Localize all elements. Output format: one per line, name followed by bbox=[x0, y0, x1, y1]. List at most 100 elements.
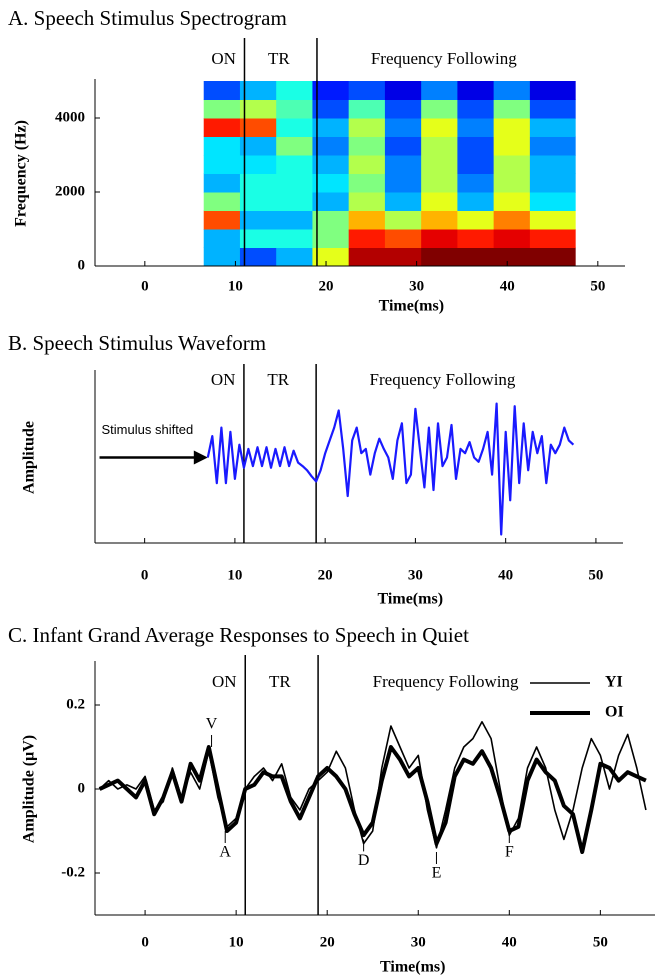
spectrogram-cell bbox=[493, 229, 531, 248]
spectrogram-cell bbox=[529, 192, 576, 211]
y-tick-label: 2000 bbox=[55, 183, 85, 199]
spectrogram-cell bbox=[421, 136, 458, 156]
y-tick-label: 0 bbox=[78, 780, 86, 796]
peak-label: V bbox=[206, 716, 218, 733]
spectrogram-cell bbox=[312, 192, 350, 211]
spectrogram-cell bbox=[348, 229, 386, 248]
spectrogram-cell bbox=[529, 210, 576, 230]
spectrogram-cell bbox=[457, 247, 495, 267]
spectrogram-cell bbox=[529, 118, 576, 137]
spectrogram-cell bbox=[457, 210, 495, 230]
spectrogram-cell bbox=[312, 81, 350, 100]
spectrogram-cell bbox=[203, 210, 241, 230]
spectrogram-cell bbox=[312, 99, 350, 119]
spectrogram-cell bbox=[384, 229, 422, 248]
spectrogram-cell bbox=[384, 81, 422, 100]
spectrogram-cell bbox=[312, 118, 350, 137]
spectrogram-cell bbox=[421, 118, 458, 137]
x-tick-label: 10 bbox=[229, 934, 244, 950]
spectrogram-cell bbox=[384, 155, 422, 174]
spectrogram-cell bbox=[276, 210, 313, 230]
region-label: TR bbox=[269, 672, 291, 691]
spectrogram-cell bbox=[276, 99, 313, 119]
peak-label: A bbox=[219, 844, 231, 861]
spectrogram-cell bbox=[457, 81, 495, 100]
spectrogram-cell bbox=[384, 192, 422, 211]
spectrogram-cell bbox=[384, 210, 422, 230]
spectrogram-cell bbox=[529, 81, 576, 100]
spectrogram-cell bbox=[348, 173, 386, 193]
region-label: Frequency Following bbox=[373, 672, 519, 691]
region-label: TR bbox=[268, 49, 290, 68]
spectrogram-cell bbox=[421, 81, 458, 100]
x-tick-label: 50 bbox=[588, 567, 603, 583]
x-tick-label: 30 bbox=[409, 278, 424, 294]
spectrogram-cell bbox=[457, 173, 495, 193]
spectrogram-cell bbox=[493, 99, 531, 119]
x-axis-label: Time(ms) bbox=[380, 959, 445, 976]
x-tick-label: 10 bbox=[227, 567, 242, 583]
spectrogram-cell bbox=[457, 229, 495, 248]
spectrogram-cell bbox=[312, 136, 350, 156]
arrow-head bbox=[193, 450, 208, 465]
x-tick-label: 30 bbox=[411, 934, 426, 950]
spectrogram-cell bbox=[421, 99, 458, 119]
spectrogram-cell bbox=[239, 118, 277, 137]
spectrogram-cell bbox=[529, 155, 576, 174]
spectrogram-cell bbox=[493, 118, 531, 137]
peak-label: D bbox=[358, 852, 370, 869]
x-tick-label: 0 bbox=[141, 934, 149, 950]
y-tick-label: 0.2 bbox=[66, 696, 85, 712]
panel-title: B. Speech Stimulus Waveform bbox=[8, 331, 266, 355]
spectrogram-cell bbox=[312, 229, 350, 248]
spectrogram-cell bbox=[384, 173, 422, 193]
spectrogram-cell bbox=[493, 136, 531, 156]
panel-title: A. Speech Stimulus Spectrogram bbox=[8, 6, 287, 30]
spectrogram-cell bbox=[348, 210, 386, 230]
spectrogram-cell bbox=[493, 81, 531, 100]
series-line bbox=[206, 402, 575, 536]
spectrogram-cell bbox=[457, 155, 495, 174]
spectrogram-cell bbox=[348, 247, 386, 267]
spectrogram-cell bbox=[529, 173, 576, 193]
spectrogram-cell bbox=[276, 229, 313, 248]
spectrogram-cell bbox=[239, 173, 277, 193]
spectrogram-cell bbox=[276, 118, 313, 137]
peak-label: F bbox=[505, 844, 514, 861]
spectrogram-cell bbox=[276, 173, 313, 193]
spectrogram-cell bbox=[457, 118, 495, 137]
x-tick-label: 40 bbox=[502, 934, 517, 950]
spectrogram-cell bbox=[348, 118, 386, 137]
spectrogram-cell bbox=[421, 155, 458, 174]
spectrogram-cell bbox=[493, 192, 531, 211]
spectrogram-cell bbox=[457, 192, 495, 211]
spectrogram-cell bbox=[203, 81, 241, 100]
x-tick-label: 50 bbox=[593, 934, 608, 950]
series-line bbox=[99, 721, 647, 849]
spectrogram-cell bbox=[457, 136, 495, 156]
y-axis-label: Frequency (Hz) bbox=[13, 120, 30, 227]
spectrogram-cell bbox=[312, 155, 350, 174]
panel-title: C. Infant Grand Average Responses to Spe… bbox=[8, 623, 469, 647]
region-label: ON bbox=[212, 672, 237, 691]
spectrogram-cell bbox=[312, 210, 350, 230]
y-tick-label: -0.2 bbox=[61, 864, 85, 880]
spectrogram-cell bbox=[312, 247, 350, 267]
x-tick-label: 40 bbox=[498, 567, 513, 583]
peak-label: E bbox=[432, 865, 442, 882]
x-tick-label: 20 bbox=[319, 278, 334, 294]
spectrogram-cell bbox=[421, 229, 458, 248]
spectrogram-cell bbox=[203, 229, 241, 248]
legend-label: OI bbox=[605, 704, 624, 721]
spectrogram-cell bbox=[529, 229, 576, 248]
spectrogram-cell bbox=[239, 136, 277, 156]
spectrogram-cell bbox=[421, 247, 458, 267]
spectrogram-cell bbox=[276, 192, 313, 211]
region-label: TR bbox=[267, 370, 289, 389]
spectrogram-cell bbox=[203, 99, 241, 119]
spectrogram-cell bbox=[203, 136, 241, 156]
spectrogram-cell bbox=[493, 173, 531, 193]
spectrogram-cell bbox=[203, 173, 241, 193]
spectrogram-cell bbox=[348, 136, 386, 156]
